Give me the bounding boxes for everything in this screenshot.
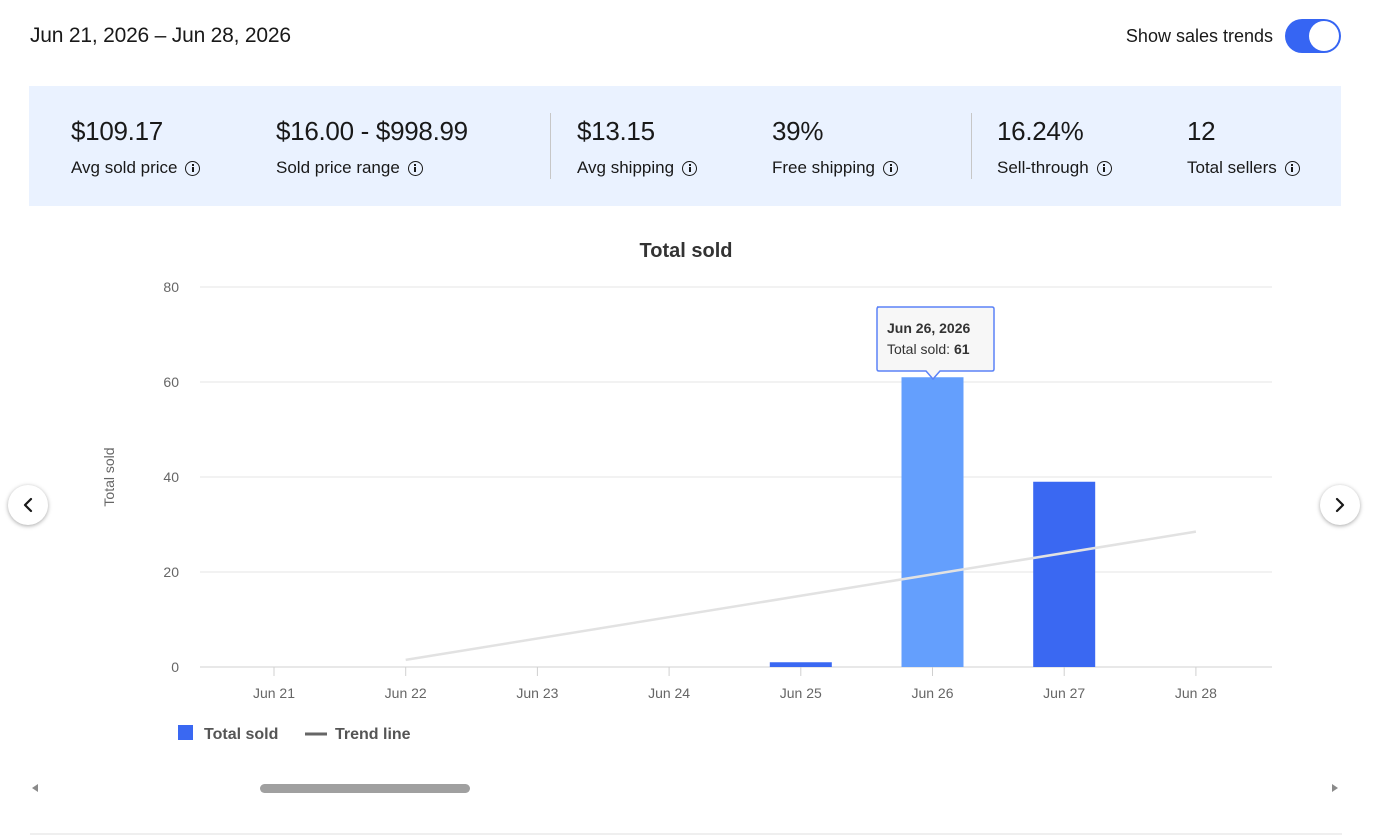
stats-divider [971, 113, 972, 179]
chevron-left-icon [23, 497, 33, 513]
legend-label-trend-line: Trend line [335, 726, 411, 743]
chart-tooltip: Jun 26, 2026 Total sold: 61 [876, 306, 995, 381]
info-icon[interactable] [883, 160, 899, 176]
stats-divider [550, 113, 551, 179]
x-tick-label: Jun 21 [253, 685, 295, 701]
stat-value: 12 [1187, 116, 1216, 146]
sales-trends-toggle-label: Show sales trends [1125, 25, 1273, 46]
legend-swatch-bar [178, 725, 193, 740]
toggle-knob [1309, 21, 1339, 51]
scroll-left-arrow[interactable] [32, 784, 38, 792]
horizontal-scrollbar[interactable] [30, 780, 1342, 796]
stat-value: $13.15 [577, 116, 655, 146]
x-tick-label: Jun 27 [1043, 685, 1085, 701]
y-tick-label: 60 [163, 374, 179, 390]
stat-label: Sell-through [997, 158, 1089, 177]
chart-legend: Total sold Trend line [178, 725, 411, 743]
y-tick-label: 0 [171, 659, 179, 675]
stat-label: Avg sold price [71, 158, 178, 177]
stat-sell-through: 16.24% Sell-through [997, 116, 1112, 178]
tooltip-body: Total sold: 61 [887, 341, 970, 357]
stat-value: $109.17 [71, 116, 163, 146]
stat-free-shipping: 39% Free shipping [772, 116, 899, 178]
tooltip-value: 61 [954, 341, 970, 357]
chart-next-button[interactable] [1320, 485, 1360, 525]
stat-total-sellers: 12 Total sellers [1187, 116, 1300, 178]
y-tick-label: 40 [163, 469, 179, 485]
stat-value: 39% [772, 116, 824, 146]
legend-item-trend-line[interactable]: Trend line [305, 726, 411, 743]
x-tick-label: Jun 22 [385, 685, 427, 701]
sales-trends-toggle[interactable] [1285, 19, 1341, 53]
stat-sold-price-range: $16.00 - $998.99 Sold price range [276, 116, 468, 178]
stat-label: Sold price range [276, 158, 400, 177]
stat-label: Free shipping [772, 158, 876, 177]
info-icon[interactable] [1096, 160, 1112, 176]
info-icon[interactable] [185, 160, 201, 176]
scroll-right-arrow[interactable] [1332, 784, 1338, 792]
stat-avg-sold-price: $109.17 Avg sold price [71, 116, 201, 178]
chart-prev-button[interactable] [8, 485, 48, 525]
x-tick-label: Jun 23 [516, 685, 558, 701]
bar-jun-25[interactable] [769, 662, 832, 667]
chart-title: Total sold [640, 240, 733, 262]
stats-panel: $109.17 Avg sold price $16.00 - $998.99 … [29, 86, 1341, 206]
tooltip-label: Total sold: [887, 341, 954, 357]
stat-label: Total sellers [1187, 158, 1277, 177]
info-icon[interactable] [407, 160, 423, 176]
section-divider [30, 833, 1342, 835]
legend-label-total-sold: Total sold [204, 726, 278, 743]
x-tick-label: Jun 28 [1175, 685, 1217, 701]
x-tick-label: Jun 26 [911, 685, 953, 701]
info-icon[interactable] [682, 160, 698, 176]
date-range: Jun 21, 2026 – Jun 28, 2026 [30, 24, 291, 47]
total-sold-chart: Total sold Total sold 0 20 40 60 80 Jun 21 Ju… [101, 240, 1272, 743]
stat-value: $16.00 - $998.99 [276, 116, 468, 146]
scrollbar-thumb[interactable] [260, 784, 470, 793]
y-axis-title: Total sold [101, 447, 117, 506]
bar-jun-27[interactable] [1033, 481, 1096, 667]
info-icon[interactable] [1284, 160, 1300, 176]
x-tick-label: Jun 24 [648, 685, 690, 701]
tooltip-date: Jun 26, 2026 [887, 320, 970, 336]
tooltip-box [876, 306, 995, 381]
legend-item-total-sold[interactable]: Total sold [178, 725, 278, 743]
sales-trends-toggle-group: Show sales trends [1126, 19, 1341, 53]
y-tick-label: 80 [163, 279, 179, 295]
trend-line [405, 530, 1197, 662]
x-tick-label: Jun 25 [780, 685, 822, 701]
stat-label: Avg shipping [577, 158, 675, 177]
y-tick-label: 20 [163, 564, 179, 580]
stat-value: 16.24% [997, 116, 1084, 146]
bar-jun-26[interactable] [901, 377, 964, 667]
stat-avg-shipping: $13.15 Avg shipping [577, 116, 698, 178]
chevron-right-icon [1335, 497, 1345, 513]
